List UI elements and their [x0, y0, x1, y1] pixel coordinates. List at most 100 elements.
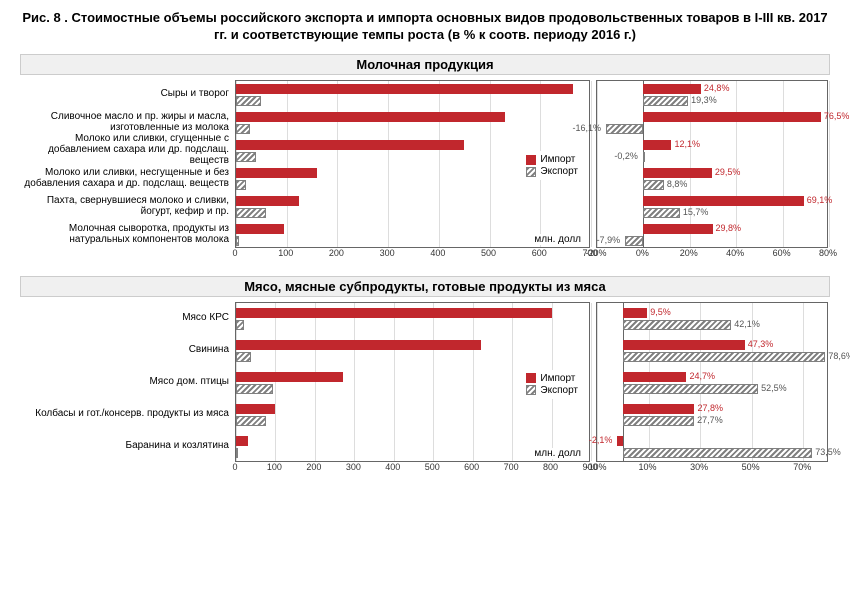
- category-label: Мясо дом. птицы: [20, 366, 235, 398]
- axis-tick: 400: [381, 462, 405, 472]
- bar-export: [236, 416, 266, 426]
- bar-export: [236, 448, 238, 458]
- pct-label-export: -7,9%: [597, 235, 621, 245]
- category-label: Свинина: [20, 334, 235, 366]
- axis-tick: 40%: [720, 248, 750, 258]
- axis-tick: 600: [527, 248, 551, 258]
- axis-tick: 0%: [627, 248, 657, 258]
- bar-export-pct: [643, 152, 645, 162]
- pct-label-import: 69,1%: [807, 195, 833, 205]
- category-label: Мясо КРС: [20, 302, 235, 334]
- bar-export-pct: [623, 352, 826, 362]
- pct-label-import: 29,8%: [716, 223, 742, 233]
- category-label: Молочная сыворотка, продукты из натураль…: [20, 220, 235, 248]
- axis-tick: 20%: [674, 248, 704, 258]
- bar-import-pct: [623, 340, 745, 350]
- bar-export-pct: [606, 124, 643, 134]
- axis-tick: 700: [499, 462, 523, 472]
- axis-tick: 600: [460, 462, 484, 472]
- bar-export-pct: [643, 180, 663, 190]
- category-label: Баранина и козлятина: [20, 430, 235, 462]
- pct-label-export: 8,8%: [667, 179, 688, 189]
- axis-tick: 0: [223, 248, 247, 258]
- bar-chart-left: ИмпортЭкспорт млн. долл: [235, 302, 590, 462]
- bar-import: [236, 224, 284, 234]
- bar-export: [236, 236, 239, 246]
- section-title: Молочная продукция: [20, 54, 830, 75]
- category-label: Молоко или сливки, сгущенные с добавлени…: [20, 136, 235, 164]
- pct-label-export: 27,7%: [697, 415, 723, 425]
- bar-import: [236, 404, 275, 414]
- axis-tick: 800: [539, 462, 563, 472]
- bar-export: [236, 384, 273, 394]
- category-label: Колбасы и гот./консерв. продукты из мяса: [20, 398, 235, 430]
- axis-tick: 10%: [633, 462, 663, 472]
- pct-label-import: 24,8%: [704, 83, 730, 93]
- bar-import: [236, 140, 464, 150]
- bar-export-pct: [623, 448, 812, 458]
- unit-label: млн. долл: [532, 448, 583, 459]
- bar-export: [236, 124, 250, 134]
- axis-tick: 500: [420, 462, 444, 472]
- category-label: Пахта, свернувшиеся молоко и сливки, йог…: [20, 192, 235, 220]
- pct-label-export: 52,5%: [761, 383, 787, 393]
- axis-tick: -10%: [581, 462, 611, 472]
- bar-import-pct: [623, 404, 695, 414]
- bar-import-pct: [623, 308, 647, 318]
- pct-label-import: 76,5%: [824, 111, 850, 121]
- axis-tick: 300: [375, 248, 399, 258]
- bar-export: [236, 180, 246, 190]
- axis-tick: 50%: [736, 462, 766, 472]
- bar-export-pct: [623, 384, 758, 394]
- pct-label-import: 29,5%: [715, 167, 741, 177]
- pct-label-import: 47,3%: [748, 339, 774, 349]
- bar-export: [236, 96, 261, 106]
- bar-export-pct: [625, 236, 643, 246]
- bar-import-pct: [643, 196, 803, 206]
- section-title: Мясо, мясные субпродукты, готовые продук…: [20, 276, 830, 297]
- axis-tick: 400: [426, 248, 450, 258]
- bar-import-pct: [617, 436, 622, 446]
- axis-tick: 100: [274, 248, 298, 258]
- pct-label-export: 19,3%: [691, 95, 717, 105]
- bar-import: [236, 308, 552, 318]
- bar-import: [236, 436, 248, 446]
- pct-label-export: 78,6%: [828, 351, 850, 361]
- bar-export-pct: [643, 96, 688, 106]
- bar-chart-left: ИмпортЭкспорт млн. долл: [235, 80, 590, 248]
- axis-tick: 60%: [767, 248, 797, 258]
- axis-tick: 30%: [684, 462, 714, 472]
- bar-import-pct: [623, 372, 687, 382]
- bar-import: [236, 84, 573, 94]
- pct-label-export: 73,5%: [815, 447, 841, 457]
- legend: ИмпортЭкспорт: [521, 151, 583, 180]
- axis-tick: 80%: [813, 248, 843, 258]
- pct-label-export: 42,1%: [734, 319, 760, 329]
- figure-title: Рис. 8 . Стоимостные объемы российского …: [20, 10, 830, 44]
- bar-import-pct: [643, 224, 712, 234]
- bar-export: [236, 152, 256, 162]
- bar-import: [236, 372, 343, 382]
- pct-label-import: 12,1%: [674, 139, 700, 149]
- axis-tick: 500: [477, 248, 501, 258]
- legend-export-label: Экспорт: [540, 385, 578, 396]
- axis-tick: 200: [302, 462, 326, 472]
- bar-import: [236, 196, 299, 206]
- bar-import-pct: [643, 112, 820, 122]
- legend: ИмпортЭкспорт: [521, 370, 583, 399]
- category-label: Сливочное масло и пр. жиры и масла, изго…: [20, 108, 235, 136]
- unit-label: млн. долл: [532, 234, 583, 245]
- bar-import: [236, 112, 505, 122]
- axis-tick: 200: [324, 248, 348, 258]
- axis-tick: 300: [341, 462, 365, 472]
- axis-tick: 100: [262, 462, 286, 472]
- bar-import-pct: [643, 140, 671, 150]
- bar-export: [236, 320, 244, 330]
- bar-import-pct: [643, 84, 701, 94]
- bar-export-pct: [623, 320, 732, 330]
- legend-import-label: Импорт: [540, 373, 575, 384]
- axis-tick: -20%: [581, 248, 611, 258]
- pct-label-import: 24,7%: [689, 371, 715, 381]
- pct-label-import: 27,8%: [697, 403, 723, 413]
- pct-label-export: -0,2%: [614, 151, 638, 161]
